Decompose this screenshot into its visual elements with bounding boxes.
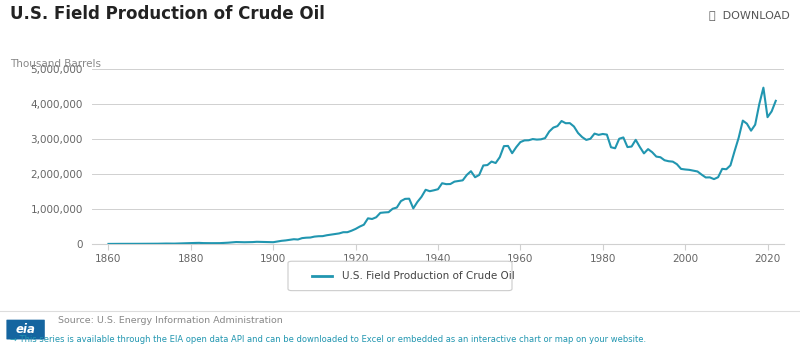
Text: Source: U.S. Energy Information Administration: Source: U.S. Energy Information Administ… <box>58 316 282 325</box>
Text: Thousand Barrels: Thousand Barrels <box>10 59 102 69</box>
Text: ⤓  DOWNLOAD: ⤓ DOWNLOAD <box>709 10 790 20</box>
Text: eia: eia <box>16 323 35 336</box>
FancyBboxPatch shape <box>6 320 45 339</box>
Text: U.S. Field Production of Crude Oil: U.S. Field Production of Crude Oil <box>342 271 514 281</box>
Text: U.S. Field Production of Crude Oil: U.S. Field Production of Crude Oil <box>10 5 326 23</box>
Text: → This series is available through the EIA open data API and can be downloaded t: → This series is available through the E… <box>10 335 646 344</box>
